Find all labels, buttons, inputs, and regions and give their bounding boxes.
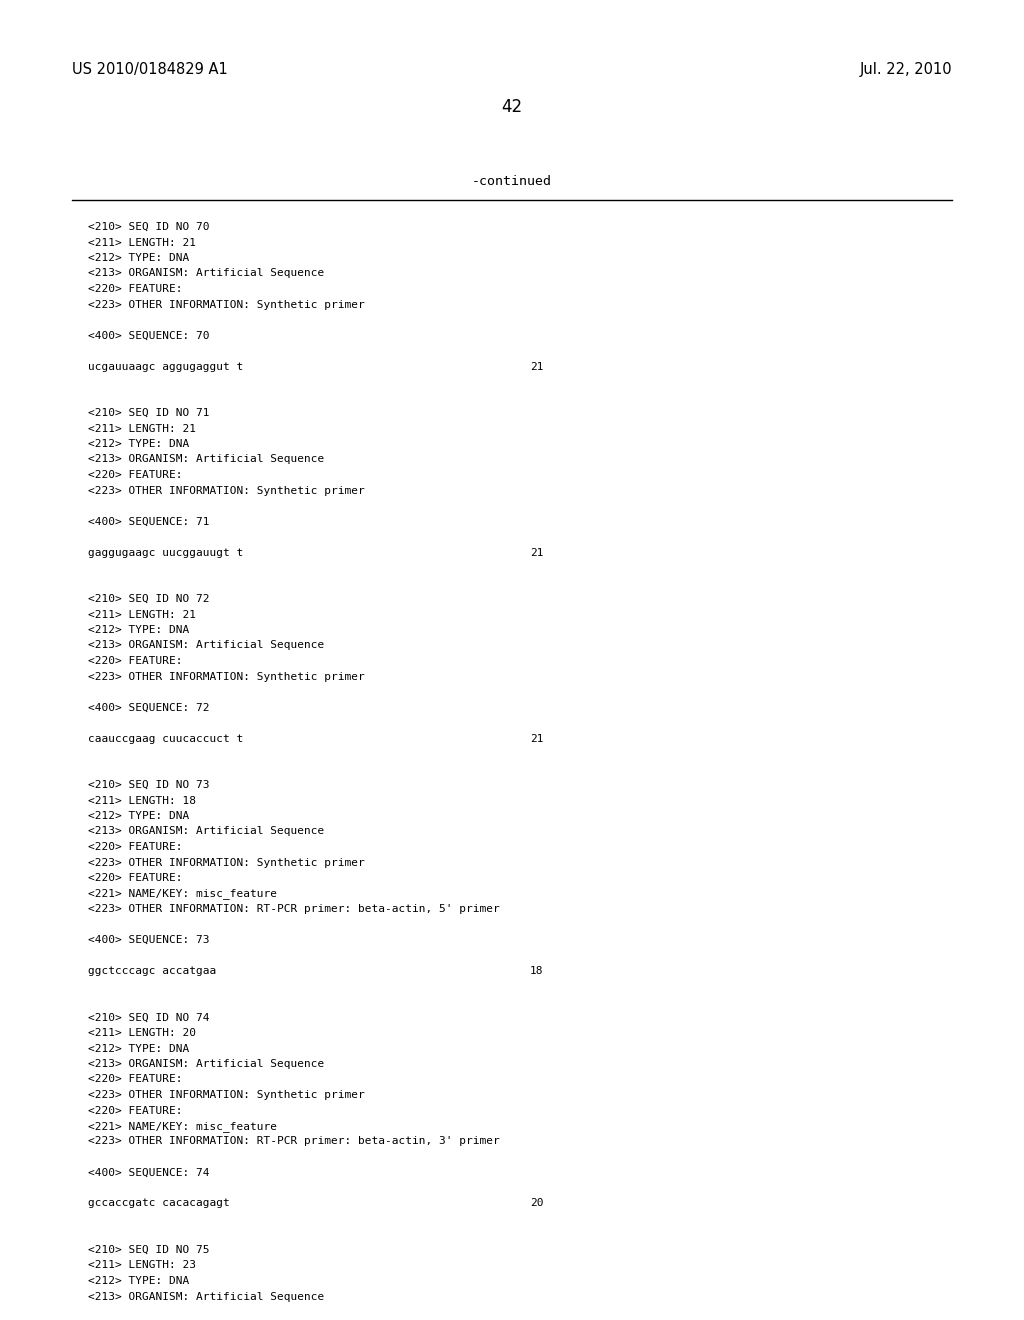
Text: <210> SEQ ID NO 72: <210> SEQ ID NO 72 bbox=[88, 594, 210, 605]
Text: 18: 18 bbox=[530, 966, 544, 975]
Text: 21: 21 bbox=[530, 734, 544, 743]
Text: <400> SEQUENCE: 71: <400> SEQUENCE: 71 bbox=[88, 516, 210, 527]
Text: <223> OTHER INFORMATION: Synthetic primer: <223> OTHER INFORMATION: Synthetic prime… bbox=[88, 486, 365, 495]
Text: <220> FEATURE:: <220> FEATURE: bbox=[88, 470, 182, 480]
Text: 20: 20 bbox=[530, 1199, 544, 1209]
Text: <212> TYPE: DNA: <212> TYPE: DNA bbox=[88, 1044, 189, 1053]
Text: <220> FEATURE:: <220> FEATURE: bbox=[88, 284, 182, 294]
Text: <220> FEATURE:: <220> FEATURE: bbox=[88, 1074, 182, 1085]
Text: <221> NAME/KEY: misc_feature: <221> NAME/KEY: misc_feature bbox=[88, 888, 278, 899]
Text: <220> FEATURE:: <220> FEATURE: bbox=[88, 656, 182, 667]
Text: <210> SEQ ID NO 74: <210> SEQ ID NO 74 bbox=[88, 1012, 210, 1023]
Text: US 2010/0184829 A1: US 2010/0184829 A1 bbox=[72, 62, 227, 77]
Text: <213> ORGANISM: Artificial Sequence: <213> ORGANISM: Artificial Sequence bbox=[88, 1291, 325, 1302]
Text: <223> OTHER INFORMATION: Synthetic primer: <223> OTHER INFORMATION: Synthetic prime… bbox=[88, 300, 365, 309]
Text: <223> OTHER INFORMATION: RT-PCR primer: beta-actin, 5' primer: <223> OTHER INFORMATION: RT-PCR primer: … bbox=[88, 904, 500, 913]
Text: <400> SEQUENCE: 72: <400> SEQUENCE: 72 bbox=[88, 702, 210, 713]
Text: <223> OTHER INFORMATION: Synthetic primer: <223> OTHER INFORMATION: Synthetic prime… bbox=[88, 1090, 365, 1100]
Text: <212> TYPE: DNA: <212> TYPE: DNA bbox=[88, 253, 189, 263]
Text: <220> FEATURE:: <220> FEATURE: bbox=[88, 842, 182, 851]
Text: <400> SEQUENCE: 74: <400> SEQUENCE: 74 bbox=[88, 1167, 210, 1177]
Text: <213> ORGANISM: Artificial Sequence: <213> ORGANISM: Artificial Sequence bbox=[88, 826, 325, 837]
Text: ucgauuaagc aggugaggut t: ucgauuaagc aggugaggut t bbox=[88, 362, 244, 371]
Text: <220> FEATURE:: <220> FEATURE: bbox=[88, 873, 182, 883]
Text: caauccgaag cuucaccuct t: caauccgaag cuucaccuct t bbox=[88, 734, 244, 743]
Text: <211> LENGTH: 21: <211> LENGTH: 21 bbox=[88, 238, 196, 248]
Text: <211> LENGTH: 21: <211> LENGTH: 21 bbox=[88, 424, 196, 433]
Text: <211> LENGTH: 18: <211> LENGTH: 18 bbox=[88, 796, 196, 805]
Text: 21: 21 bbox=[530, 548, 544, 557]
Text: <213> ORGANISM: Artificial Sequence: <213> ORGANISM: Artificial Sequence bbox=[88, 640, 325, 651]
Text: <211> LENGTH: 20: <211> LENGTH: 20 bbox=[88, 1028, 196, 1038]
Text: <400> SEQUENCE: 70: <400> SEQUENCE: 70 bbox=[88, 330, 210, 341]
Text: -continued: -continued bbox=[472, 176, 552, 187]
Text: <210> SEQ ID NO 73: <210> SEQ ID NO 73 bbox=[88, 780, 210, 789]
Text: 21: 21 bbox=[530, 362, 544, 371]
Text: <212> TYPE: DNA: <212> TYPE: DNA bbox=[88, 624, 189, 635]
Text: <210> SEQ ID NO 70: <210> SEQ ID NO 70 bbox=[88, 222, 210, 232]
Text: <210> SEQ ID NO 71: <210> SEQ ID NO 71 bbox=[88, 408, 210, 418]
Text: <400> SEQUENCE: 73: <400> SEQUENCE: 73 bbox=[88, 935, 210, 945]
Text: 42: 42 bbox=[502, 98, 522, 116]
Text: <213> ORGANISM: Artificial Sequence: <213> ORGANISM: Artificial Sequence bbox=[88, 454, 325, 465]
Text: <211> LENGTH: 21: <211> LENGTH: 21 bbox=[88, 610, 196, 619]
Text: <223> OTHER INFORMATION: Synthetic primer: <223> OTHER INFORMATION: Synthetic prime… bbox=[88, 672, 365, 681]
Text: gccaccgatc cacacagagt: gccaccgatc cacacagagt bbox=[88, 1199, 229, 1209]
Text: <211> LENGTH: 23: <211> LENGTH: 23 bbox=[88, 1261, 196, 1270]
Text: <221> NAME/KEY: misc_feature: <221> NAME/KEY: misc_feature bbox=[88, 1121, 278, 1133]
Text: <213> ORGANISM: Artificial Sequence: <213> ORGANISM: Artificial Sequence bbox=[88, 268, 325, 279]
Text: <223> OTHER INFORMATION: RT-PCR primer: beta-actin, 3' primer: <223> OTHER INFORMATION: RT-PCR primer: … bbox=[88, 1137, 500, 1147]
Text: <212> TYPE: DNA: <212> TYPE: DNA bbox=[88, 810, 189, 821]
Text: Jul. 22, 2010: Jul. 22, 2010 bbox=[859, 62, 952, 77]
Text: gaggugaagc uucggauugt t: gaggugaagc uucggauugt t bbox=[88, 548, 244, 557]
Text: ggctcccagc accatgaa: ggctcccagc accatgaa bbox=[88, 966, 216, 975]
Text: <212> TYPE: DNA: <212> TYPE: DNA bbox=[88, 1276, 189, 1286]
Text: <212> TYPE: DNA: <212> TYPE: DNA bbox=[88, 440, 189, 449]
Text: <223> OTHER INFORMATION: Synthetic primer: <223> OTHER INFORMATION: Synthetic prime… bbox=[88, 858, 365, 867]
Text: <220> FEATURE:: <220> FEATURE: bbox=[88, 1106, 182, 1115]
Text: <210> SEQ ID NO 75: <210> SEQ ID NO 75 bbox=[88, 1245, 210, 1255]
Text: <213> ORGANISM: Artificial Sequence: <213> ORGANISM: Artificial Sequence bbox=[88, 1059, 325, 1069]
